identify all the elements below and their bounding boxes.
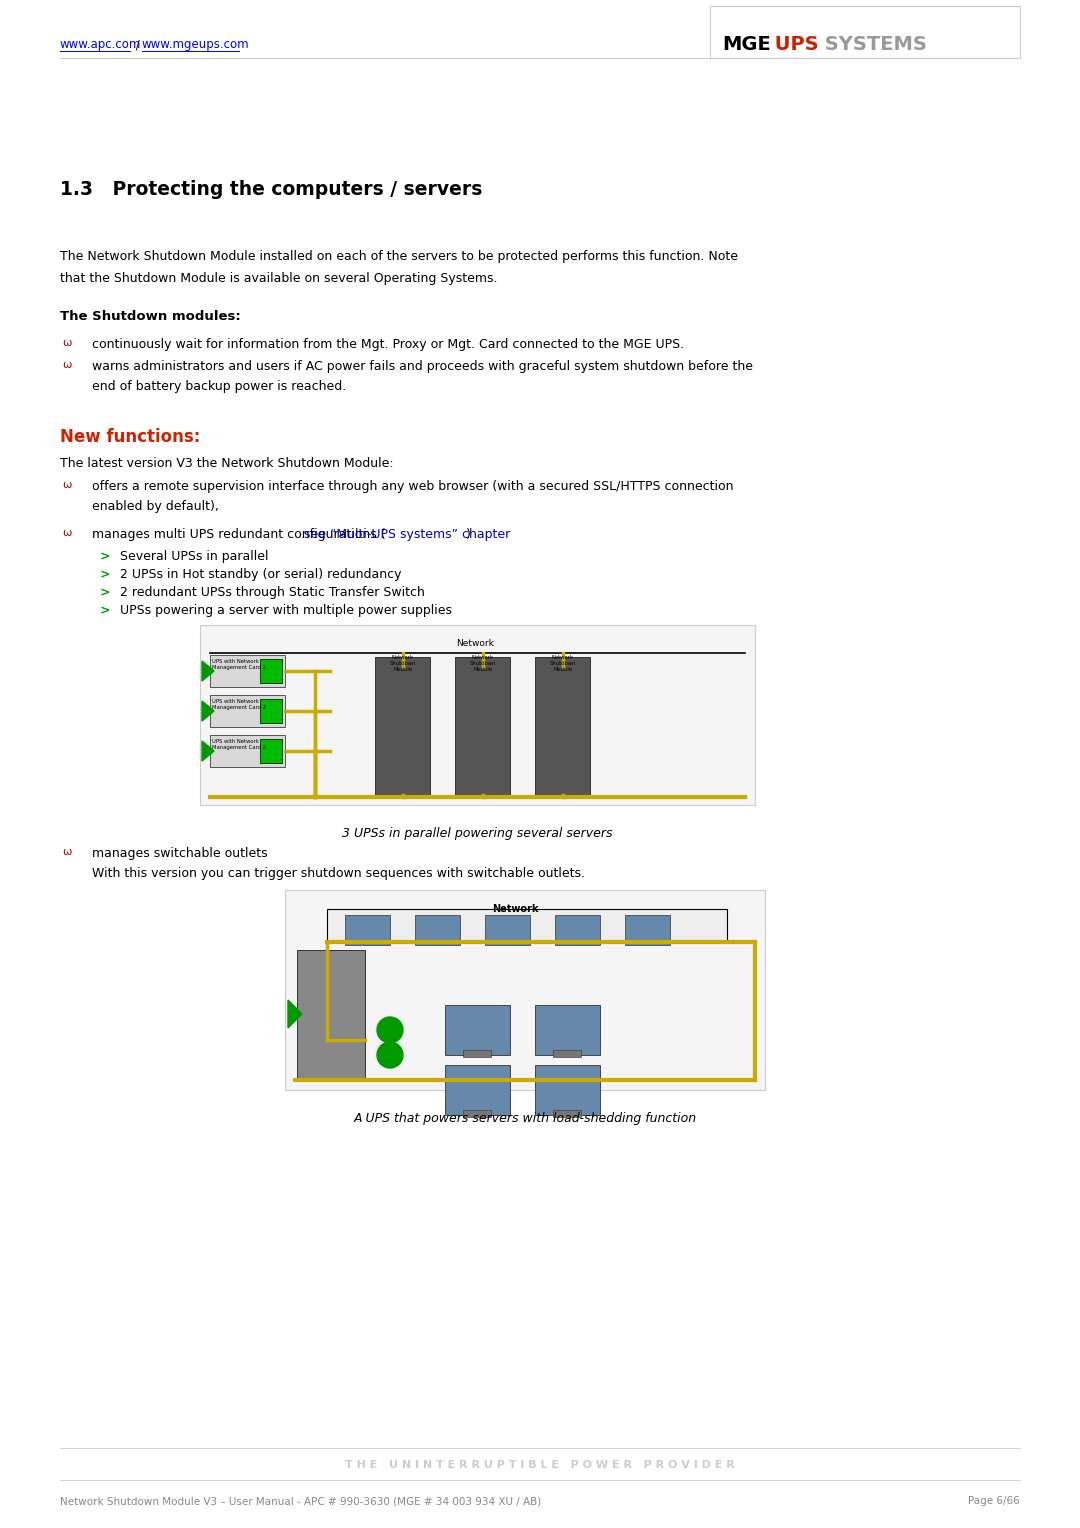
Text: A UPS that powers servers with load-shedding function: A UPS that powers servers with load-shed… [353,1112,697,1125]
FancyBboxPatch shape [535,657,590,795]
Text: UPS with Network
Management Card 2: UPS with Network Management Card 2 [212,698,266,711]
Text: UPS with Network
Management Card 1: UPS with Network Management Card 1 [212,659,266,671]
Text: T H E   U N I N T E R R U P T I B L E   P O W E R   P R O V I D E R: T H E U N I N T E R R U P T I B L E P O … [346,1459,734,1470]
Text: New functions:: New functions: [60,428,201,446]
Text: Network
Shutdown
Module: Network Shutdown Module [470,656,496,672]
FancyBboxPatch shape [463,1109,491,1117]
FancyBboxPatch shape [553,1109,581,1117]
Text: Network
Shutdown
Module: Network Shutdown Module [550,656,577,672]
FancyBboxPatch shape [210,695,285,727]
Text: >: > [100,550,110,562]
Polygon shape [288,999,302,1028]
FancyBboxPatch shape [297,950,365,1080]
FancyBboxPatch shape [260,659,282,683]
Text: ω: ω [62,361,71,370]
Text: warns administrators and users if AC power fails and proceeds with graceful syst: warns administrators and users if AC pow… [92,361,753,373]
Text: that the Shutdown Module is available on several Operating Systems.: that the Shutdown Module is available on… [60,272,498,286]
Text: end of battery backup power is reached.: end of battery backup power is reached. [92,380,347,393]
Text: manages multi UPS redundant configurations (: manages multi UPS redundant configuratio… [92,529,386,541]
FancyBboxPatch shape [345,915,390,944]
Text: Network: Network [491,905,538,914]
Text: see “Multi-UPS systems” chapter: see “Multi-UPS systems” chapter [303,529,510,541]
Polygon shape [202,741,214,761]
Text: ω: ω [62,338,71,348]
FancyBboxPatch shape [553,1050,581,1057]
FancyBboxPatch shape [535,1065,600,1115]
Text: enabled by default),: enabled by default), [92,500,219,513]
Text: continuously wait for information from the Mgt. Proxy or Mgt. Card connected to : continuously wait for information from t… [92,338,684,351]
Polygon shape [202,701,214,721]
Polygon shape [202,662,214,681]
Text: Several UPSs in parallel: Several UPSs in parallel [120,550,269,562]
Circle shape [377,1018,403,1044]
Text: >: > [100,604,110,617]
FancyBboxPatch shape [415,915,460,944]
Text: offers a remote supervision interface through any web browser (with a secured SS: offers a remote supervision interface th… [92,480,733,494]
FancyBboxPatch shape [445,1005,510,1054]
FancyBboxPatch shape [455,657,510,795]
FancyBboxPatch shape [710,6,1020,58]
Text: Network Shutdown Module V3 – User Manual - APC # 990-3630 (MGE # 34 003 934 XU /: Network Shutdown Module V3 – User Manual… [60,1496,541,1507]
FancyBboxPatch shape [445,1065,510,1115]
Text: 3 UPSs in parallel powering several servers: 3 UPSs in parallel powering several serv… [342,827,612,840]
Text: UPS: UPS [768,35,819,53]
Circle shape [377,1042,403,1068]
Text: 2 UPSs in Hot standby (or serial) redundancy: 2 UPSs in Hot standby (or serial) redund… [120,568,402,581]
Text: With this version you can trigger shutdown sequences with switchable outlets.: With this version you can trigger shutdo… [92,866,585,880]
FancyBboxPatch shape [285,889,765,1089]
FancyBboxPatch shape [200,625,755,805]
Text: ): ) [462,529,471,541]
Text: www.mgeups.com: www.mgeups.com [141,38,249,50]
FancyBboxPatch shape [210,656,285,688]
Text: www.apc.com: www.apc.com [60,38,141,50]
Text: UPS with Network
Management Card 3: UPS with Network Management Card 3 [212,740,266,750]
Text: >: > [100,568,110,581]
Text: manages switchable outlets: manages switchable outlets [92,847,268,860]
Text: SYSTEMS: SYSTEMS [818,35,927,53]
Text: ω: ω [62,847,71,857]
FancyBboxPatch shape [260,698,282,723]
Text: ω: ω [62,480,71,490]
Text: UPSs powering a server with multiple power supplies: UPSs powering a server with multiple pow… [120,604,453,617]
Text: Network
Shutdown
Module: Network Shutdown Module [390,656,416,672]
FancyBboxPatch shape [210,735,285,767]
Text: The latest version V3 the Network Shutdown Module:: The latest version V3 the Network Shutdo… [60,457,393,471]
FancyBboxPatch shape [260,740,282,762]
Text: Page 6/66: Page 6/66 [969,1496,1020,1507]
FancyBboxPatch shape [485,915,530,944]
FancyBboxPatch shape [535,1005,600,1054]
Text: 2 redundant UPSs through Static Transfer Switch: 2 redundant UPSs through Static Transfer… [120,587,424,599]
Text: /: / [132,38,144,50]
FancyBboxPatch shape [375,657,430,795]
Text: 1.3   Protecting the computers / servers: 1.3 Protecting the computers / servers [60,180,483,199]
Text: ω: ω [62,529,71,538]
Text: The Network Shutdown Module installed on each of the servers to be protected per: The Network Shutdown Module installed on… [60,251,738,263]
FancyBboxPatch shape [327,909,727,941]
FancyBboxPatch shape [463,1050,491,1057]
FancyBboxPatch shape [555,915,600,944]
Text: MGE: MGE [723,35,771,53]
Text: The Shutdown modules:: The Shutdown modules: [60,310,241,322]
FancyBboxPatch shape [625,915,670,944]
Text: Network: Network [456,639,494,648]
Text: >: > [100,587,110,599]
